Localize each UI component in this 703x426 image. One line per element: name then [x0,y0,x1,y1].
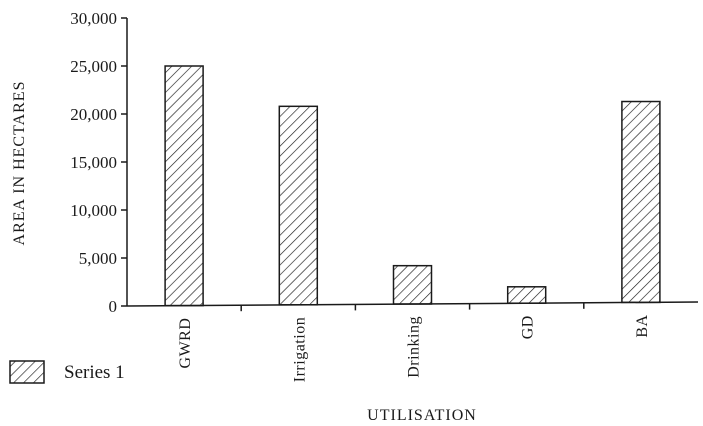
legend: Series 1 [9,360,125,384]
x-tick-label: Irrigation [291,317,308,382]
x-axis-title: UTILISATION [367,407,477,424]
bar-ba [621,100,661,304]
bar-drinking [392,264,433,305]
bar-gd [506,286,547,304]
x-axis-line [126,301,699,307]
y-tick-label: 10,000 [70,201,117,220]
bar-gwrd [164,65,204,307]
y-tick-label: 30,000 [70,9,117,28]
y-tick-label: 0 [109,297,118,316]
x-ticks: GWRD Irrigation Drinking GD BA [177,302,651,382]
y-axis-title: AREA IN HECTARES [11,81,28,246]
y-tick-label: 25,000 [70,57,117,76]
x-tick-label: GWRD [177,318,194,369]
bar-irrigation [278,105,319,306]
x-tick-label: GD [520,315,537,339]
y-tick-label: 5,000 [79,249,117,268]
legend-swatch [9,360,45,384]
bars-layer [164,65,661,307]
y-ticks: 0 5,000 10,000 15,000 20,000 25,000 30,000 [70,9,127,316]
y-tick-label: 20,000 [70,105,117,124]
x-tick-label: Drinking [406,316,423,378]
y-tick-label: 15,000 [70,153,117,172]
x-tick-label: BA [634,314,651,337]
legend-label-series-1: Series 1 [64,362,125,383]
